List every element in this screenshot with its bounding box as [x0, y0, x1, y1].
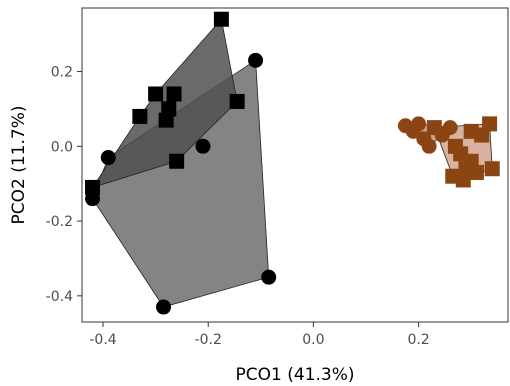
point-black-squares-6	[158, 112, 174, 128]
y-axis-title: PCO2 (11.7%)	[9, 106, 29, 225]
y-tick-label: -0.2	[46, 214, 73, 230]
point-black-squares-2	[132, 108, 148, 124]
x-tick-label: 0.0	[302, 332, 324, 348]
point-layer	[85, 11, 500, 315]
point-black-squares-4	[166, 86, 182, 102]
point-brown-circles-3	[421, 138, 437, 154]
point-black-circles-3	[248, 52, 264, 68]
point-black-squares-0	[213, 11, 229, 27]
point-brown-squares-10	[445, 168, 461, 184]
x-axis-ticks: -0.4 -0.2 0.0 0.2	[89, 322, 430, 348]
x-tick-label: -0.4	[89, 332, 116, 348]
point-black-squares-7	[229, 93, 245, 109]
point-brown-circles-5	[442, 120, 458, 136]
point-black-circles-5	[261, 269, 277, 285]
point-black-squares-8	[169, 153, 185, 169]
y-tick-label: 0.2	[51, 65, 73, 81]
point-brown-squares-11	[458, 161, 474, 177]
point-black-circles-4	[195, 138, 211, 154]
y-tick-label: -0.4	[46, 289, 73, 305]
point-brown-squares-6	[484, 161, 500, 177]
y-tick-label: 0.0	[51, 139, 73, 155]
x-tick-label: -0.2	[195, 332, 222, 348]
point-black-squares-3	[148, 86, 164, 102]
point-brown-squares-0	[426, 120, 442, 136]
point-black-circles-1	[100, 150, 116, 166]
y-axis-ticks: -0.4 -0.2 0.0 0.2	[46, 65, 82, 305]
x-axis-title: PCO1 (41.3%)	[236, 365, 355, 385]
point-brown-squares-5	[482, 116, 498, 132]
point-black-circles-2	[156, 299, 172, 315]
point-brown-circles-6	[411, 116, 427, 132]
point-black-squares-1	[85, 179, 101, 195]
x-tick-label: 0.2	[407, 332, 429, 348]
